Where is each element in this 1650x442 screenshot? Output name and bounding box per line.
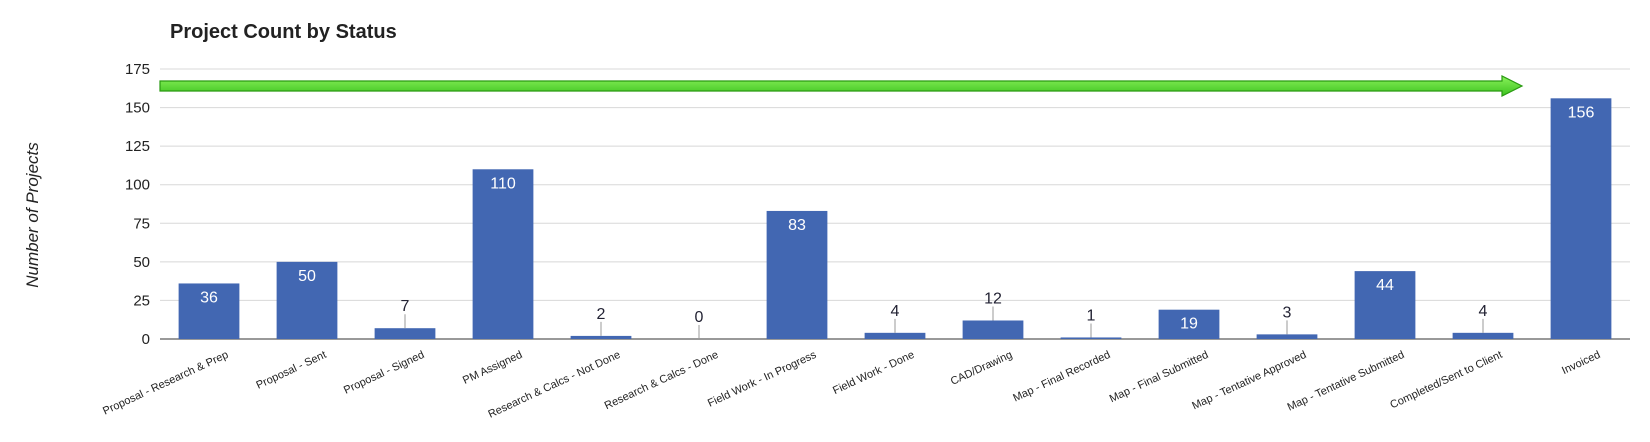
value-label: 12	[984, 290, 1002, 307]
value-label: 7	[401, 298, 410, 315]
y-tick-label: 175	[125, 61, 150, 78]
x-tick-label: Map - Final Submitted	[1108, 349, 1211, 405]
value-label: 50	[298, 268, 316, 285]
value-label: 36	[200, 289, 218, 306]
x-tick-label: PM Assigned	[461, 349, 524, 387]
x-tick-label: Proposal - Sent	[254, 349, 328, 392]
x-tick-label: Proposal - Signed	[342, 349, 426, 397]
bar	[1060, 337, 1122, 339]
x-tick-label: Proposal - Research & Prep	[101, 349, 230, 418]
y-axis-label: Number of Projects	[23, 142, 42, 288]
chart-title: Project Count by Status	[170, 21, 397, 43]
value-label: 19	[1180, 316, 1198, 333]
value-label: 156	[1568, 104, 1595, 121]
bar	[1550, 98, 1612, 339]
bar	[1354, 271, 1416, 339]
y-tick-label: 150	[125, 100, 150, 117]
y-tick-label: 0	[142, 331, 150, 348]
value-label: 110	[490, 175, 516, 192]
value-label: 83	[788, 217, 806, 234]
bar	[570, 335, 632, 339]
x-tick-label: Field Work - Done	[831, 349, 916, 397]
value-label: 4	[891, 303, 900, 320]
bar	[276, 261, 338, 339]
bar	[864, 332, 926, 339]
value-label: 2	[597, 306, 606, 323]
value-label: 4	[1479, 303, 1488, 320]
value-label: 0	[695, 309, 704, 326]
bar	[1452, 332, 1514, 339]
bar	[962, 320, 1024, 339]
value-label: 44	[1376, 277, 1394, 294]
bar	[766, 210, 828, 339]
x-tick-label: CAD/Drawing	[949, 349, 1014, 388]
bar	[1158, 309, 1220, 339]
progress-arrow	[159, 75, 1524, 97]
value-label: 1	[1087, 307, 1096, 324]
y-tick-label: 125	[125, 138, 150, 155]
value-label: 3	[1283, 304, 1292, 321]
x-tick-label: Completed/Sent to Client	[1388, 349, 1504, 412]
y-tick-label: 100	[125, 177, 150, 194]
bar	[1256, 334, 1318, 339]
bar	[374, 328, 436, 339]
x-tick-label: Map - Final Recorded	[1011, 349, 1112, 405]
x-tick-label: Field Work - In Progress	[706, 349, 819, 410]
y-tick-label: 75	[133, 215, 150, 232]
y-tick-label: 50	[133, 254, 150, 271]
y-tick-label: 25	[133, 292, 150, 309]
x-tick-label: Invoiced	[1560, 349, 1602, 377]
bar	[178, 283, 240, 339]
bar	[472, 169, 534, 339]
